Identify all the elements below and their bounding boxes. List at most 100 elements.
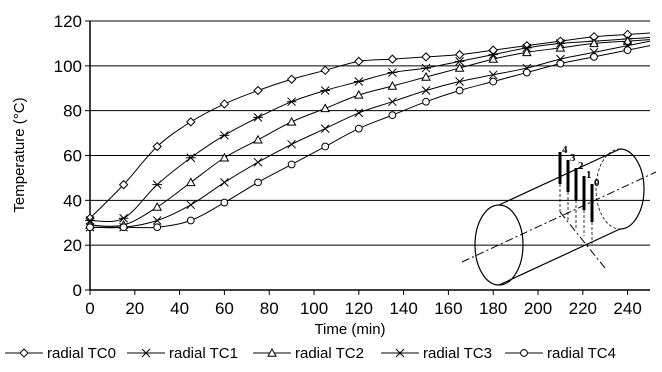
x-tick-label: 180: [479, 299, 507, 318]
data-point: [186, 117, 196, 127]
data-point: [118, 213, 129, 223]
data-point: [219, 152, 230, 162]
y-tick-label: 0: [73, 281, 82, 300]
data-point: [320, 65, 330, 76]
legend: radial TC0 radial TC1 radial TC2 radial TC3…: [5, 345, 616, 362]
data-point: [286, 97, 297, 107]
data-point: [388, 111, 397, 120]
data-point: [118, 179, 129, 190]
data-point: [387, 68, 398, 77]
data-point: [354, 124, 363, 133]
data-point: [219, 130, 230, 140]
data-point: [455, 77, 464, 86]
data-point: [287, 160, 296, 169]
data-point: [421, 52, 431, 62]
data-point: [186, 153, 196, 163]
x-tick-label: 60: [215, 299, 234, 318]
inset-label-2: 2: [578, 160, 584, 172]
data-point: [387, 80, 398, 90]
x-tick-label: 120: [345, 299, 373, 318]
gridlines: [90, 20, 650, 246]
data-point: [488, 54, 499, 63]
x-axis-label: Time (min): [314, 321, 385, 338]
series-group: [85, 29, 651, 232]
data-point: [422, 97, 430, 106]
data-point: [421, 63, 431, 73]
legend-label: radial TC0: [47, 345, 116, 362]
legend-label: radial TC2: [295, 345, 364, 362]
inset-label-0: 0: [594, 177, 600, 189]
data-point: [185, 177, 196, 187]
data-point: [186, 200, 196, 210]
data-point: [321, 142, 330, 151]
data-point: [320, 103, 331, 113]
data-point: [220, 198, 229, 207]
series-radial-tc3: [85, 40, 651, 232]
series-line: [89, 32, 651, 219]
data-point: [153, 223, 162, 232]
data-point: [86, 223, 94, 232]
y-tick-label: 120: [54, 12, 82, 31]
inset-label-1: 1: [586, 169, 592, 181]
data-point: [388, 97, 397, 107]
legend-item: radial TC2: [253, 345, 364, 362]
inset-label-3: 3: [570, 152, 576, 164]
data-point: [219, 99, 230, 109]
y-tick-label: 40: [63, 191, 82, 210]
data-point: [454, 49, 465, 60]
x-tick-label: 20: [125, 299, 144, 318]
data-point: [454, 56, 465, 66]
data-point: [590, 52, 598, 61]
legend-marker: [267, 347, 277, 357]
cylinder-axis: [461, 171, 657, 263]
x-tick-label: 160: [434, 299, 462, 318]
data-point: [253, 85, 263, 96]
data-point: [152, 180, 162, 189]
data-point: [286, 116, 297, 126]
cylinder-right-end: [619, 148, 645, 230]
x-tick-label: 200: [524, 299, 552, 318]
radial-line: [559, 211, 606, 269]
legend-item: radial TC4: [505, 345, 616, 362]
data-point: [320, 124, 330, 133]
data-point: [555, 42, 566, 52]
legend-label: radial TC3: [423, 345, 492, 362]
legend-marker: [520, 349, 528, 357]
legend-marker: [19, 348, 29, 358]
y-tick-label: 80: [63, 102, 82, 121]
legend-item: radial TC0: [5, 345, 116, 362]
y-axis-label: Temperature (°C): [11, 97, 28, 212]
cylinder-inset-icon: 4 3 2 1 0: [461, 144, 657, 286]
data-point: [220, 178, 229, 187]
axes: [89, 21, 650, 291]
data-point: [488, 70, 498, 80]
data-point: [286, 74, 297, 84]
data-point: [354, 108, 364, 118]
y-tick-label: 60: [63, 147, 82, 166]
x-tick-label: 40: [170, 299, 189, 318]
legend-item: radial TC3: [381, 345, 492, 362]
inset-label-4: 4: [562, 144, 568, 156]
data-point: [489, 77, 498, 86]
data-point: [119, 223, 128, 232]
data-point: [253, 113, 263, 122]
series-radial-tc4: [86, 45, 651, 232]
y-tick-label: 100: [54, 57, 82, 76]
legend-item: radial TC1: [127, 345, 238, 362]
data-point: [152, 216, 162, 225]
thermocouple-probes: [558, 152, 594, 244]
data-point: [186, 216, 195, 225]
data-point: [556, 59, 565, 68]
data-point: [455, 86, 464, 95]
data-point: [152, 141, 162, 152]
legend-marker: [141, 348, 151, 358]
data-point: [622, 36, 633, 45]
series-line: [89, 36, 651, 223]
x-tick-label: 240: [613, 299, 641, 318]
data-point: [152, 202, 163, 211]
data-point: [253, 134, 263, 144]
data-point: [287, 139, 296, 149]
data-point: [421, 86, 431, 95]
data-point: [488, 45, 498, 55]
data-point: [320, 86, 330, 95]
